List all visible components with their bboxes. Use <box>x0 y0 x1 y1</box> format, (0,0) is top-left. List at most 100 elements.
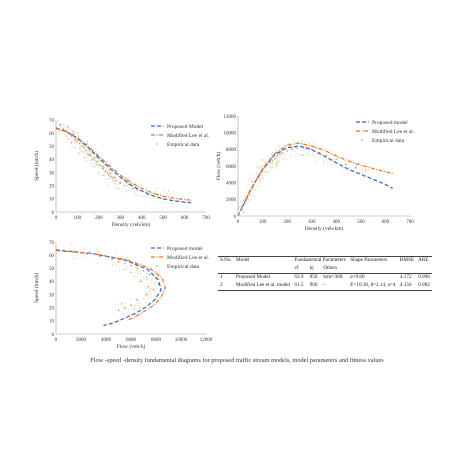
scatter-point <box>114 303 117 305</box>
scatter-point <box>284 152 286 154</box>
x-tick-label: 600 <box>181 216 189 221</box>
empirical-data-point <box>119 182 122 184</box>
scatter-point <box>272 164 274 166</box>
scatter-point <box>111 264 113 266</box>
scatter-point <box>107 184 109 186</box>
scatter-point <box>78 132 80 134</box>
scatter-point <box>171 202 173 204</box>
scatter-point <box>66 134 68 136</box>
scatter-point <box>257 184 259 186</box>
scatter-point <box>275 148 278 150</box>
empirical-data-point <box>136 267 139 270</box>
scatter-point <box>153 290 155 292</box>
scatter-point <box>91 157 93 159</box>
scatter-point <box>129 299 131 301</box>
scatter-point <box>122 312 124 314</box>
scatter-point <box>95 160 97 162</box>
scatter-point <box>136 275 138 277</box>
scatter-point <box>97 173 99 175</box>
figure-caption: Flow -speed -density fundamental diagram… <box>90 357 384 364</box>
scatter-point <box>277 161 280 163</box>
scatter-point <box>261 174 263 176</box>
x-tick-label: 6000 <box>126 338 137 343</box>
scatter-point <box>83 248 85 250</box>
y-tick-label: 20 <box>49 185 55 190</box>
empirical-data-point <box>113 177 115 179</box>
scatter-point <box>289 142 291 144</box>
scatter-point <box>270 162 272 164</box>
table-subheader-cell <box>218 265 234 273</box>
scatter-point <box>244 197 246 199</box>
y-tick-label: 4000 <box>226 181 237 186</box>
scatter-point <box>80 151 83 153</box>
scatter-point <box>292 139 294 141</box>
empirical-data-point <box>364 170 367 172</box>
x-tick-label: 300 <box>117 216 125 221</box>
scatter-point <box>262 177 264 179</box>
empirical-data-point <box>355 166 357 169</box>
scatter-point <box>113 181 115 183</box>
scatter-point <box>109 175 111 177</box>
scatter-point <box>268 162 270 164</box>
scatter-point <box>260 178 262 181</box>
x-tick-label: 500 <box>357 220 365 225</box>
table-cell: - <box>323 281 326 288</box>
x-tick-label: 500 <box>159 216 167 221</box>
scatter-point <box>248 178 250 180</box>
scatter-point <box>302 155 304 157</box>
scatter-point <box>117 266 120 268</box>
scatter-point <box>96 164 98 166</box>
scatter-point <box>275 156 277 158</box>
scatter-point <box>342 167 344 169</box>
scatter-point <box>109 170 111 172</box>
scatter-point <box>283 144 285 146</box>
scatter-point <box>245 196 247 198</box>
scatter-point <box>84 157 86 159</box>
scatter-point <box>115 187 117 189</box>
scatter-point <box>141 263 143 265</box>
scatter-point <box>270 166 272 169</box>
scatter-point <box>96 159 98 161</box>
scatter-point <box>276 161 278 163</box>
scatter-point <box>118 182 120 184</box>
scatter-point <box>297 141 299 143</box>
scatter-point <box>146 195 148 198</box>
scatter-point <box>59 131 61 133</box>
scatter-point <box>116 264 118 266</box>
y-tick-label: 30 <box>49 171 55 176</box>
scatter-point <box>59 130 61 132</box>
scatter-point <box>67 124 69 126</box>
y-tick-label: 0 <box>234 215 237 220</box>
scatter-point <box>162 199 164 201</box>
scatter-point <box>289 153 291 155</box>
scatter-point <box>101 169 103 171</box>
flow-density-chart: 0 100 200 300 400 500 600 700 0 2000 4000 6000 8000 1… <box>210 108 450 240</box>
scatter-point <box>143 298 145 300</box>
scatter-point <box>82 150 84 152</box>
table-header-fundamental: Fundamental Parameters <box>294 257 346 263</box>
empirical-data-point <box>115 179 117 182</box>
scatter-point <box>85 153 88 155</box>
scatter-point <box>125 178 127 180</box>
scatter-point <box>128 178 131 180</box>
scatter-point <box>86 159 88 161</box>
scatter-point <box>119 186 121 188</box>
scatter-point <box>110 259 112 261</box>
scatter-point <box>127 257 129 259</box>
scatter-point <box>294 141 296 143</box>
scatter-point <box>96 157 98 159</box>
empirical-data-point <box>108 173 111 175</box>
scatter-point <box>127 312 129 314</box>
scatter-point <box>152 279 154 281</box>
scatter-point <box>79 148 81 150</box>
scatter-point <box>293 151 295 153</box>
scatter-point <box>267 166 269 168</box>
scatter-point <box>148 290 150 292</box>
scatter-point <box>97 261 99 263</box>
scatter-point <box>262 159 264 161</box>
scatter-point <box>130 269 132 271</box>
y-tick-label: 40 <box>49 158 55 163</box>
scatter-point <box>251 188 253 190</box>
scatter-point <box>140 262 142 264</box>
scatter-point <box>71 141 73 143</box>
